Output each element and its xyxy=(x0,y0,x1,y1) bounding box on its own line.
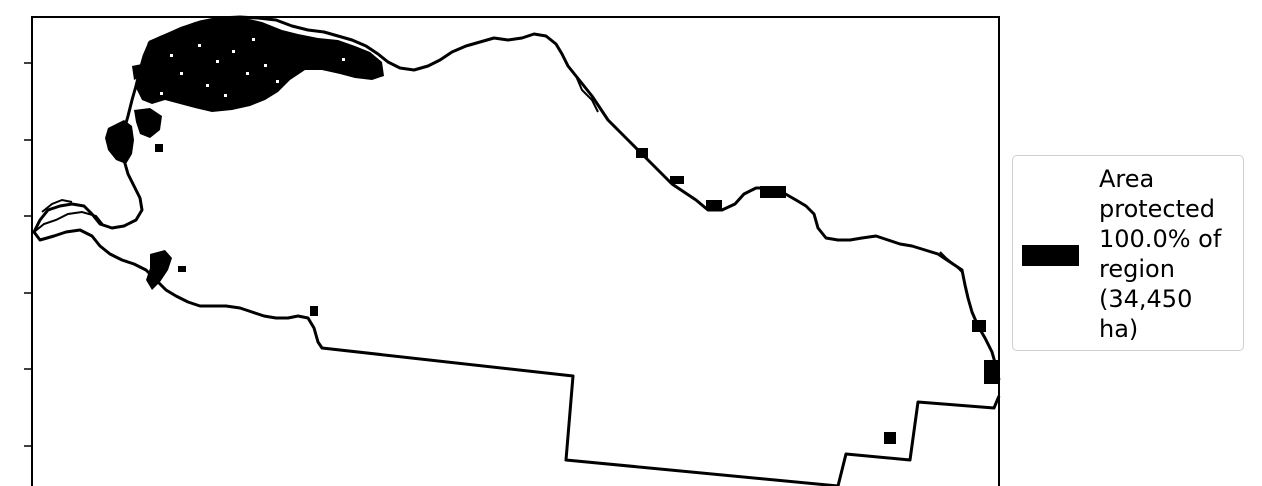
boundary-detail xyxy=(33,75,963,273)
legend-label: Area protected 100.0% of region (34,450 … xyxy=(1099,165,1222,343)
y-axis-ticks xyxy=(24,62,32,447)
protected-area-fill xyxy=(105,17,998,444)
legend: Area protected 100.0% of region (34,450 … xyxy=(1012,155,1244,351)
axes-frame xyxy=(31,16,1000,486)
legend-swatch xyxy=(1022,245,1079,266)
region-boundary xyxy=(32,15,1001,486)
fill-gaps xyxy=(160,38,345,97)
